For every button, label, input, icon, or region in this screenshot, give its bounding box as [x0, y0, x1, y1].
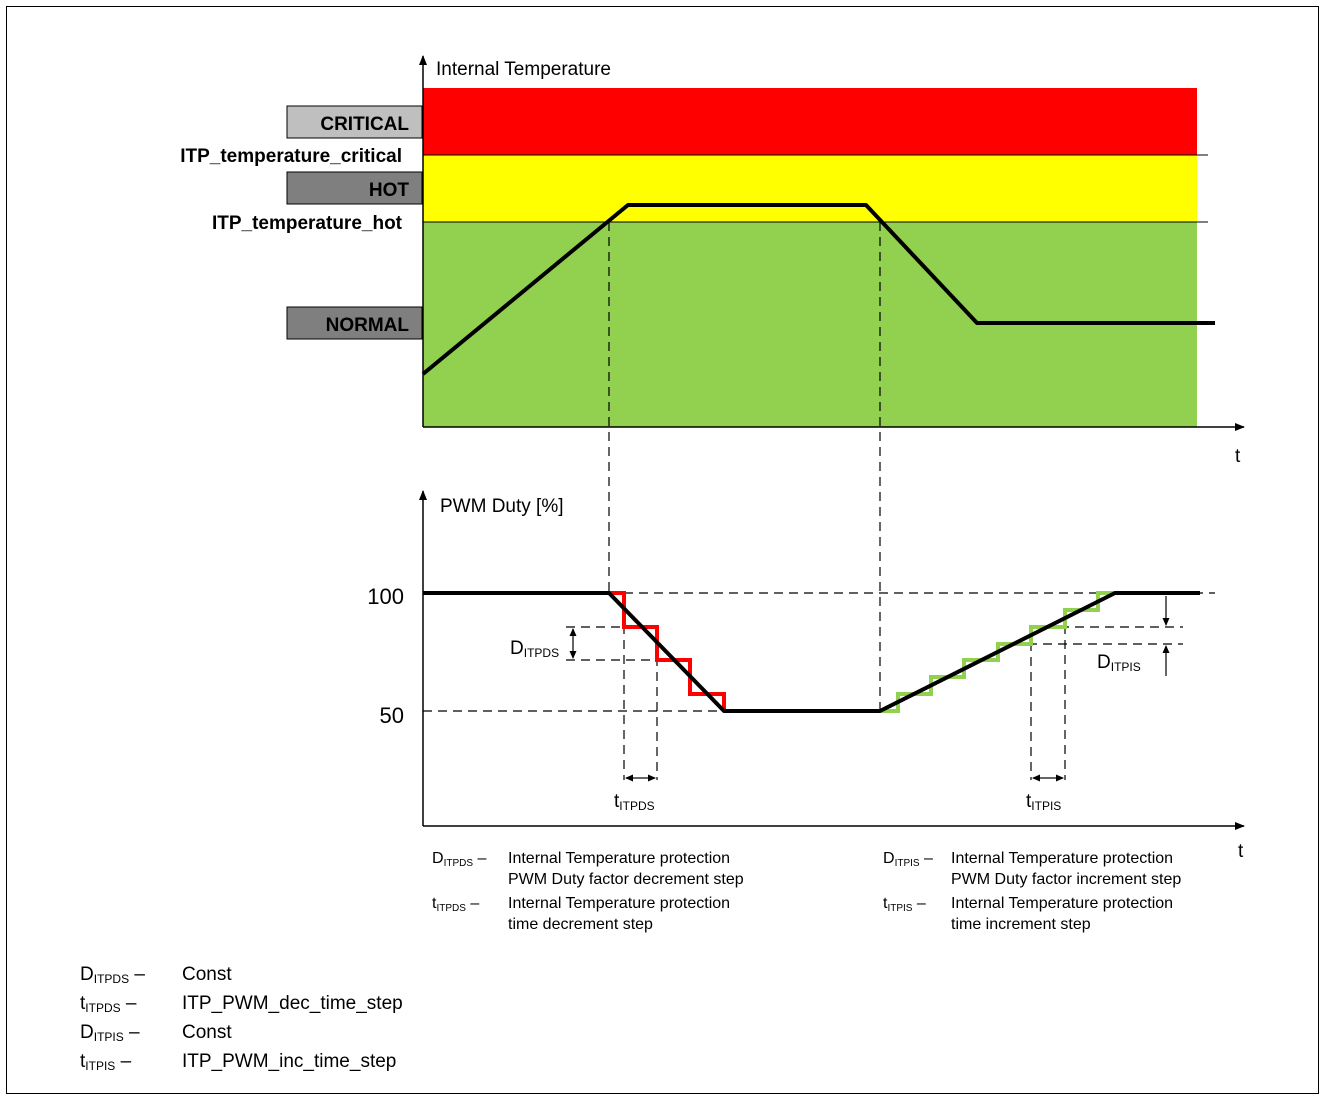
dec-time-label: tITPDS	[614, 791, 655, 813]
hot-label: HOT	[369, 180, 410, 201]
normal-label: NORMAL	[326, 315, 410, 336]
legend-entry-line2: PWM Duty factor decrement step	[508, 871, 744, 888]
ytick-100: 100	[367, 584, 404, 609]
temperature-axis-label: Internal Temperature	[436, 59, 611, 80]
temperature-curve	[421, 203, 1215, 376]
legend-entry-line1: Internal Temperature protection	[951, 895, 1173, 912]
legend-entry-inc-step: DITPIS – Internal Temperature protection…	[883, 850, 1181, 888]
legend-entry-line2: PWM Duty factor increment step	[951, 871, 1181, 888]
legend-entry-dec-time: tITPDS – Internal Temperature protection…	[432, 895, 730, 933]
inline-legend: DITPDS – Internal Temperature protection…	[432, 850, 1181, 933]
hot-threshold-label: ITP_temperature_hot	[212, 213, 403, 234]
pwm-decrement-staircase	[609, 591, 726, 711]
legend-entry-line1: Internal Temperature protection	[508, 895, 730, 912]
critical-threshold-label: ITP_temperature_critical	[180, 146, 402, 167]
legend-entry-line2: time decrement step	[508, 916, 653, 933]
parameter-definitions: DITPDS – Const tITPDS – ITP_PWM_dec_time…	[80, 964, 403, 1073]
temperature-time-label: t	[1235, 446, 1241, 467]
legend-entry-line1: Internal Temperature protection	[508, 850, 730, 867]
legend-entry-inc-time: tITPIS – Internal Temperature protection…	[883, 895, 1173, 933]
critical-label: CRITICAL	[320, 114, 409, 135]
inc-time-label: tITPIS	[1026, 791, 1061, 813]
hot-zone	[423, 155, 1197, 222]
legend-entry-line2: time increment step	[951, 916, 1091, 933]
critical-zone	[423, 88, 1197, 155]
pwm-chart: PWM Duty [%] t 100 50 DITPDS DITPIS tI	[367, 490, 1245, 862]
definition-symbol: tITPDS –	[80, 993, 137, 1015]
inc-step-label: DITPIS	[1097, 652, 1141, 674]
pwm-axis-label: PWM Duty [%]	[440, 496, 564, 517]
hot-label-box	[286, 171, 423, 205]
legend-entry-dec-step: DITPDS – Internal Temperature protection…	[432, 850, 744, 888]
ytick-50: 50	[380, 703, 404, 728]
legend-entry-symbol: DITPDS –	[432, 850, 486, 869]
definition-value: Const	[182, 964, 232, 985]
critical-label-box	[286, 105, 423, 139]
pwm-time-label: t	[1238, 841, 1244, 862]
legend-entry-symbol: tITPDS –	[432, 895, 479, 914]
definition-symbol: DITPDS –	[80, 964, 145, 986]
definition-value: ITP_PWM_dec_time_step	[182, 993, 403, 1014]
legend-entry-symbol: tITPIS –	[883, 895, 926, 914]
definition-value: Const	[182, 1022, 232, 1043]
definition-symbol: DITPIS –	[80, 1022, 140, 1044]
diagram-frame	[6, 6, 1319, 1094]
pwm-duty-curve	[423, 591, 1200, 713]
normal-label-box	[286, 306, 423, 340]
legend-entry-line1: Internal Temperature protection	[951, 850, 1173, 867]
definition-value: ITP_PWM_inc_time_step	[182, 1051, 396, 1072]
legend-entry-symbol: DITPIS –	[883, 850, 933, 869]
temperature-chart: Internal Temperature t CRITICAL HOT NORM…	[180, 55, 1245, 467]
definition-symbol: tITPIS –	[80, 1051, 132, 1073]
dec-step-label: DITPDS	[510, 638, 559, 660]
